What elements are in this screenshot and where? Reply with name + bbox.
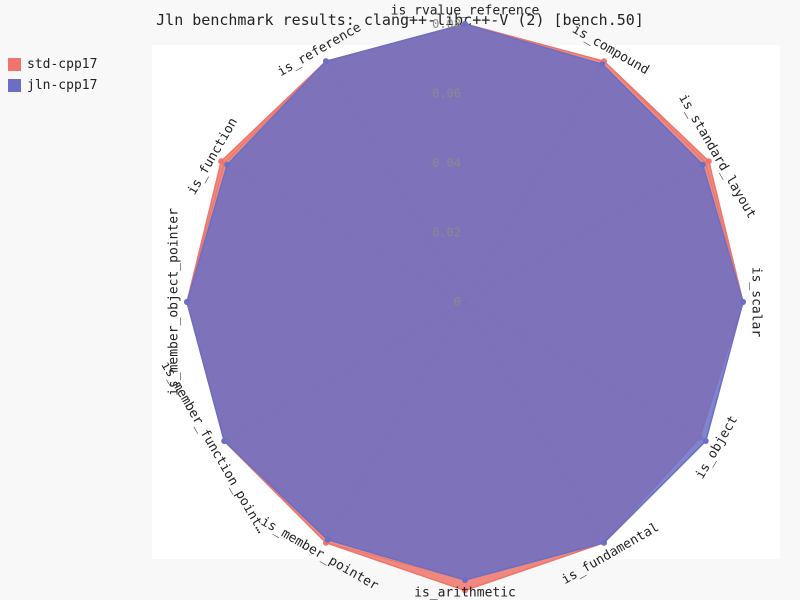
data-point-std-cpp17-2[interactable]: [705, 158, 712, 165]
legend-item-jln-cpp17[interactable]: jln-cpp17: [8, 75, 97, 96]
series-layer: [184, 21, 746, 594]
data-point-jln-cpp17-2[interactable]: [699, 161, 706, 168]
data-point-jln-cpp17-11[interactable]: [323, 58, 329, 65]
radial-tick-label: 0.06: [432, 87, 461, 101]
data-point-jln-cpp17-8[interactable]: [221, 438, 228, 444]
data-point-jln-cpp17-0[interactable]: [462, 21, 468, 27]
radial-tick-label: 0.04: [432, 156, 461, 170]
data-point-jln-cpp17-4[interactable]: [702, 438, 709, 444]
legend-item-std-cpp17[interactable]: std-cpp17: [8, 54, 97, 75]
data-point-jln-cpp17-3[interactable]: [740, 299, 746, 305]
tick-layer: 0 0.02 0.04 0.06 0.08: [432, 17, 461, 309]
data-point-jln-cpp17-6[interactable]: [462, 577, 468, 583]
radial-tick-label: 0: [454, 295, 461, 309]
axis-label: is_member_object_pointer: [167, 208, 182, 396]
axis-label: is_rvalue_reference: [391, 4, 540, 19]
data-point-jln-cpp17-7[interactable]: [324, 536, 331, 543]
series-jln-cpp17[interactable]: [184, 21, 746, 583]
chart-title: Jln benchmark results: clang++-libc++-V …: [156, 11, 644, 29]
data-point-std-cpp17-6[interactable]: [462, 587, 468, 594]
data-point-jln-cpp17-1[interactable]: [599, 61, 606, 68]
legend-label-std-cpp17: std-cpp17: [27, 57, 98, 72]
legend[interactable]: std-cpp17 jln-cpp17: [8, 54, 97, 96]
legend-swatch-jln-cpp17: [8, 79, 21, 92]
legend-label-jln-cpp17: jln-cpp17: [27, 78, 98, 93]
radial-tick-label: 0.08: [432, 17, 461, 31]
data-point-jln-cpp17-9[interactable]: [184, 299, 190, 305]
radial-tick-label: 0.02: [432, 226, 461, 240]
axis-label: is_scalar: [749, 267, 764, 338]
axis-label: is_arithmetic: [414, 586, 516, 600]
legend-swatch-std-cpp17: [8, 58, 21, 71]
data-point-std-cpp17-10[interactable]: [218, 158, 225, 165]
data-point-jln-cpp17-10[interactable]: [224, 161, 231, 168]
data-point-jln-cpp17-5[interactable]: [601, 539, 607, 546]
